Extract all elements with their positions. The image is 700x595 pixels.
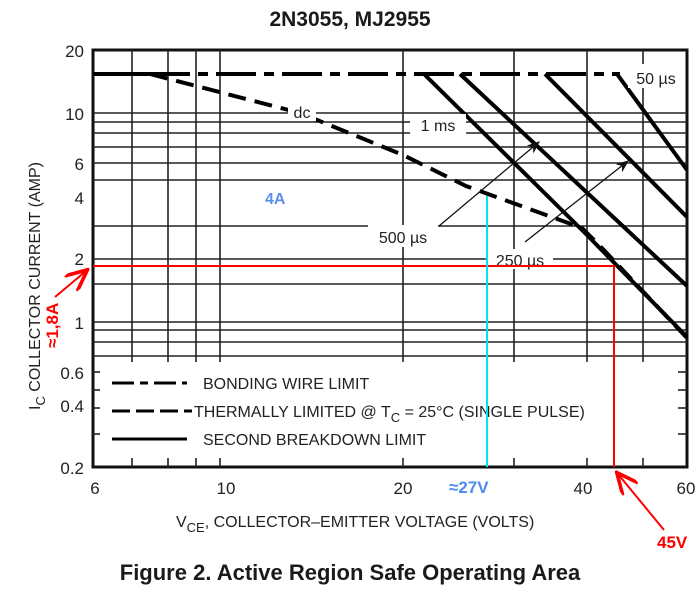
annotation-4a: 4A	[265, 191, 286, 208]
y-tick: 20	[65, 42, 84, 61]
annotation-27v: ≈27V	[449, 478, 489, 497]
chart-title: 2N3055, MJ2955	[269, 8, 431, 31]
y-tick: 10	[65, 105, 84, 124]
figure-caption: Figure 2. Active Region Safe Operating A…	[119, 560, 581, 585]
x-tick: 60	[677, 479, 696, 498]
y-tick: 2	[75, 250, 84, 269]
y-tick: 4	[75, 189, 84, 208]
y-tick: 0.2	[60, 459, 84, 478]
x-tick: 6	[90, 479, 99, 498]
svg-text:SECOND BREAKDOWN LIMIT: SECOND BREAKDOWN LIMIT	[203, 432, 426, 449]
svg-text:THERMALLY LIMITED @ TC = 25°C: THERMALLY LIMITED @ TC = 25°C (SINGLE PU…	[194, 404, 585, 425]
label-1ms: 1 ms	[421, 118, 456, 135]
annotation-45v: 45V	[657, 533, 688, 552]
y-axis-label: IC COLLECTOR CURRENT (AMP)	[27, 162, 48, 410]
x-tick-labels: 6 10 20 40 60	[90, 479, 695, 498]
svg-text:BONDING WIRE LIMIT: BONDING WIRE LIMIT	[203, 376, 369, 393]
h-grid	[93, 112, 687, 357]
series-1ms	[422, 72, 689, 339]
v-grid	[131, 50, 644, 362]
legend-item-second-breakdown: SECOND BREAKDOWN LIMIT	[112, 432, 426, 449]
x-axis-label: VCE, COLLECTOR–EMITTER VOLTAGE (VOLTS)	[176, 514, 534, 535]
series-500us	[458, 72, 689, 288]
y-tick: 1	[75, 314, 84, 333]
x-tick: 10	[217, 479, 236, 498]
y-tick: 0.6	[60, 364, 84, 383]
label-500us: 500 µs	[379, 230, 427, 247]
pointer-arrows	[438, 141, 630, 243]
x-tick: 20	[394, 479, 413, 498]
series-dc	[149, 72, 689, 340]
series-second-breakdown	[422, 72, 689, 339]
label-250us: 250 µs	[496, 253, 544, 270]
y-tick: 6	[75, 155, 84, 174]
y-tick-labels: 20 10 6 4 2 1 0.6 0.4 0.2	[60, 42, 84, 478]
annotation-1-8a: ≈1,8A	[43, 303, 62, 348]
y-tick: 0.4	[60, 397, 84, 416]
label-dc: dc	[294, 105, 311, 122]
axis-ticks	[93, 371, 687, 467]
series-50us	[615, 72, 689, 172]
legend: BONDING WIRE LIMIT THERMALLY LIMITED @ T…	[100, 369, 665, 455]
legend-item-thermal: THERMALLY LIMITED @ TC = 25°C (SINGLE PU…	[112, 404, 585, 425]
x-tick: 40	[574, 479, 593, 498]
label-50us: 50 µs	[636, 71, 675, 88]
series-250us	[543, 72, 689, 219]
curve-labels: dc 1 ms 500 µs 250 µs 50 µs	[288, 64, 684, 270]
legend-item-bonding: BONDING WIRE LIMIT	[112, 376, 369, 393]
